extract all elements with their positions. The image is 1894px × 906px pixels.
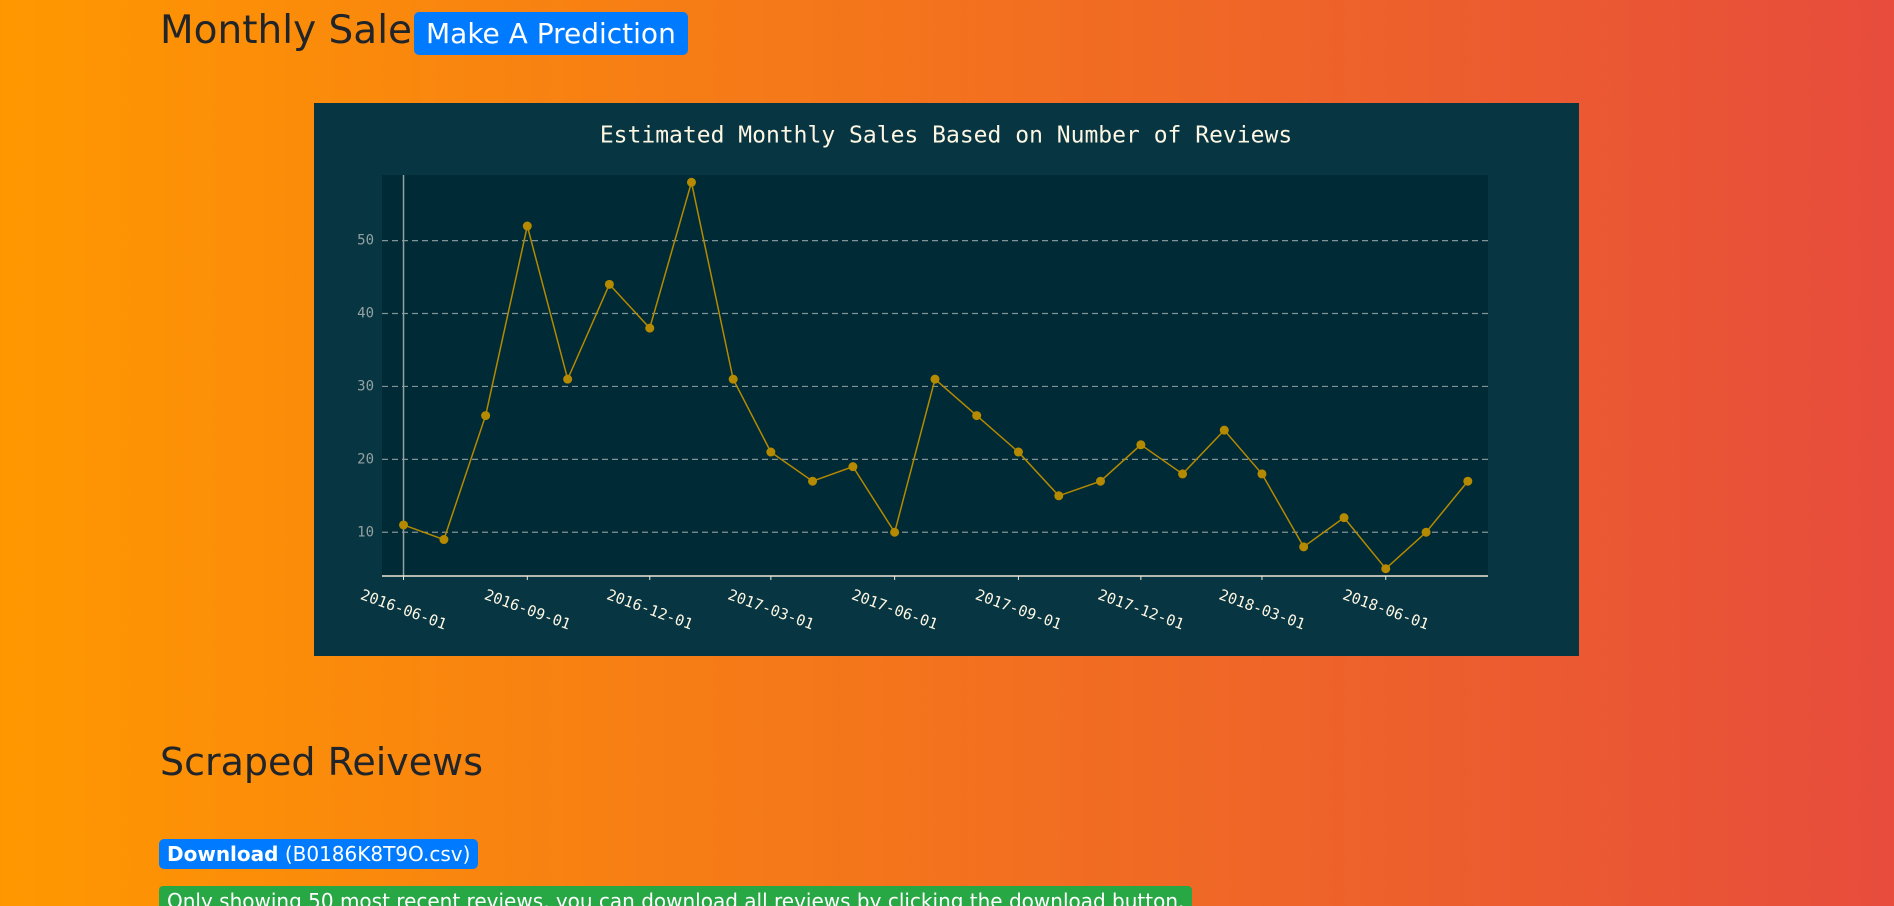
x-tick-label: 2018-03-01 [1217,586,1308,634]
point [1178,469,1188,479]
x-tick-label: 2016-06-01 [358,586,449,634]
point [1299,542,1309,552]
chart-container: Estimated Monthly Sales Based on Number … [314,103,1579,656]
point [728,374,738,384]
x-tick-label: 2016-12-01 [604,586,695,634]
point [930,374,940,384]
prediction-button[interactable]: Make A Prediction [414,12,688,55]
section-title: Scraped Reivews [160,740,483,784]
y-tick-label: 50 [357,233,374,249]
point [1219,425,1229,435]
point [522,221,532,231]
point [439,535,449,545]
page-title: Monthly Sales [160,8,433,53]
point [1013,447,1023,457]
point [645,323,655,333]
x-tick-label: 2017-09-01 [973,586,1064,634]
point [1421,527,1431,537]
point [1463,476,1473,486]
point [1339,513,1349,523]
y-tick-label: 10 [357,524,374,540]
chart: Estimated Monthly Sales Based on Number … [357,123,1488,634]
point [890,527,900,537]
file-name: (B0186K8T9O.csv) [284,842,471,866]
x-tick-label: 2017-12-01 [1096,586,1187,634]
x-tick-label: 2016-09-01 [482,586,573,634]
download-button[interactable]: Download (B0186K8T9O.csv) [159,839,479,869]
point [604,279,614,289]
point [399,520,409,530]
point [563,374,573,384]
point [1257,469,1267,479]
x-tick-label: 2017-03-01 [726,586,817,634]
point [1381,564,1391,574]
point [972,411,982,421]
y-tick-label: 30 [357,378,374,394]
point [1054,491,1064,501]
y-tick-label: 40 [357,306,374,322]
point [1095,476,1105,486]
point [481,411,491,421]
point [1136,440,1146,450]
note: Only showing 50 most recent reviews, you… [159,886,1193,906]
point [808,476,818,486]
x-tick-label: 2017-06-01 [849,586,940,634]
chart-title: Estimated Monthly Sales Based on Number … [600,123,1292,149]
point [686,177,696,187]
point [848,462,858,472]
x-tick-label: 2018-06-01 [1340,586,1431,634]
y-tick-label: 20 [357,451,374,467]
point [766,447,776,457]
download-label: Download [167,842,279,866]
